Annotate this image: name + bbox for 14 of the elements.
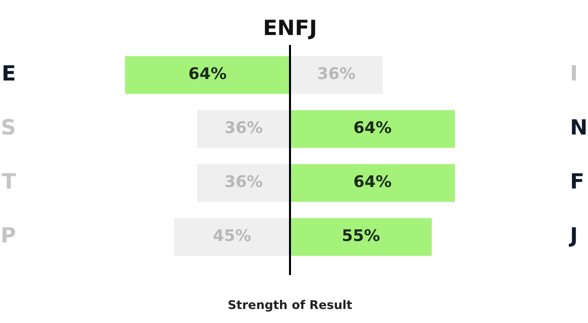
x-axis-title: Strength of Result — [226, 298, 354, 312]
y-tick-label: P — [0, 223, 16, 248]
chart-title: ENFJ — [262, 16, 318, 40]
data-label: 64% — [188, 64, 227, 84]
y-tick-label: F — [570, 169, 584, 194]
y-tick-label: I — [570, 61, 578, 86]
y-tick-label: N — [570, 115, 588, 140]
data-label: 55% — [342, 226, 380, 246]
y-tick-label: E — [2, 61, 16, 86]
data-label: 64% — [353, 118, 392, 138]
y-tick-label: S — [0, 115, 16, 140]
y-tick-label: J — [568, 223, 578, 248]
data-label: 64% — [353, 172, 392, 192]
y-tick-label: T — [2, 169, 17, 194]
